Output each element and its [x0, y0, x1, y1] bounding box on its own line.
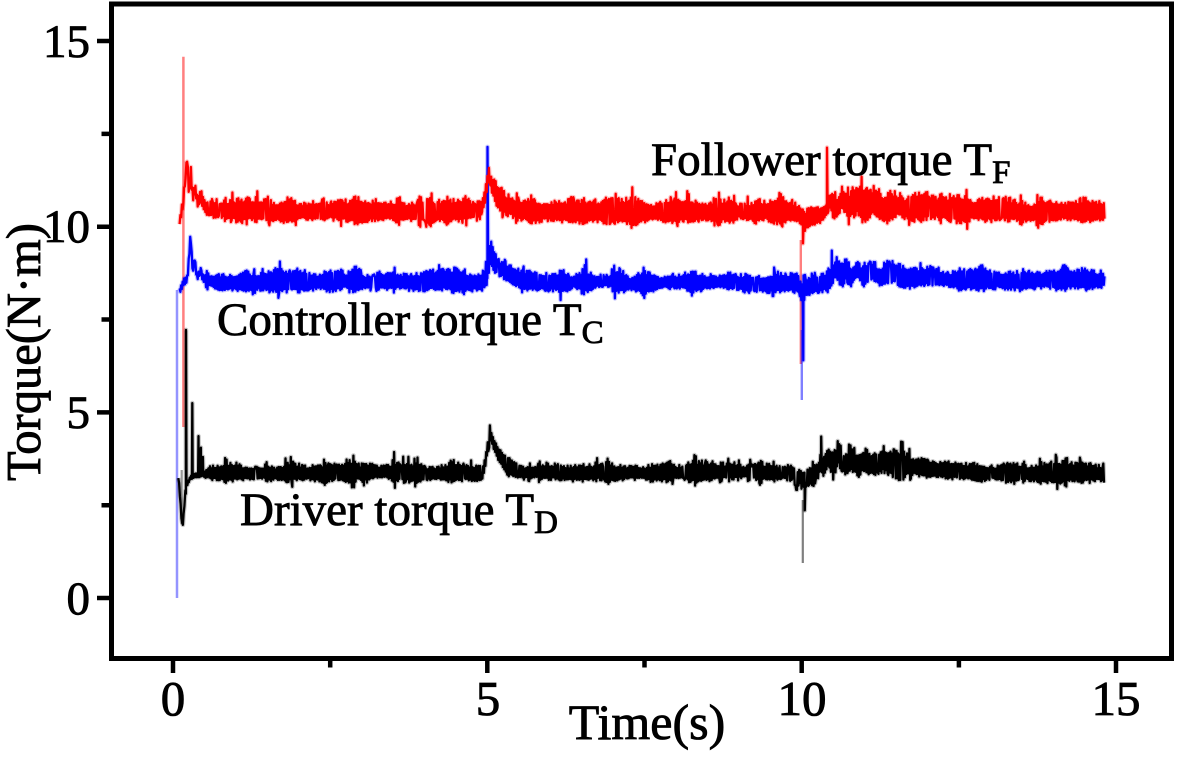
- svg-text:10: 10: [43, 201, 90, 253]
- svg-text:5: 5: [67, 387, 91, 439]
- svg-text:Follower torque TF: Follower torque TF: [651, 134, 1011, 191]
- svg-text:15: 15: [43, 16, 90, 68]
- svg-text:0: 0: [67, 573, 91, 625]
- svg-text:Time(s): Time(s): [569, 694, 726, 750]
- svg-text:5: 5: [476, 671, 501, 726]
- svg-text:Driver torque TD: Driver torque TD: [240, 484, 558, 541]
- svg-text:0: 0: [161, 671, 186, 726]
- svg-text:10: 10: [778, 671, 827, 726]
- svg-text:15: 15: [1092, 671, 1141, 726]
- svg-text:Controller torque TC: Controller torque TC: [217, 294, 604, 351]
- svg-text:Torque(N·m): Torque(N·m): [0, 223, 51, 481]
